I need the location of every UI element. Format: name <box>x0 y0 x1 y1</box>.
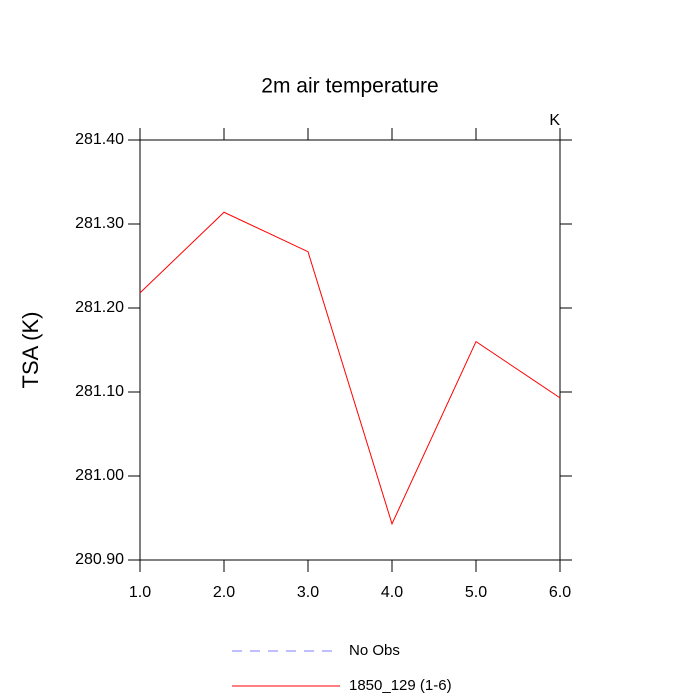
x-tick-label: 1.0 <box>129 584 151 601</box>
line <box>139 211 561 526</box>
x-tick-label: 4.0 <box>381 584 403 601</box>
y-tick-label: 281.30 <box>75 215 124 232</box>
chart-title: 2m air temperature <box>261 75 438 98</box>
x-tick-label: 2.0 <box>213 584 235 601</box>
x-tick-label: 6.0 <box>549 584 571 601</box>
y-tick-label: 280.90 <box>75 551 124 568</box>
y-tick-label: 281.10 <box>75 383 124 400</box>
units-label: K <box>549 112 560 129</box>
y-tick-label: 281.00 <box>75 467 124 484</box>
legend-label: 1850_129 (1-6) <box>349 677 452 694</box>
x-tick-label: 3.0 <box>297 584 319 601</box>
y-tick-label: 281.20 <box>75 299 124 316</box>
x-tick-label: 5.0 <box>465 584 487 601</box>
y-axis-label: TSA (K) <box>18 311 43 388</box>
y-tick-label: 281.40 <box>75 131 124 148</box>
plot-frame <box>139 139 561 561</box>
legend-label: No Obs <box>349 642 400 659</box>
